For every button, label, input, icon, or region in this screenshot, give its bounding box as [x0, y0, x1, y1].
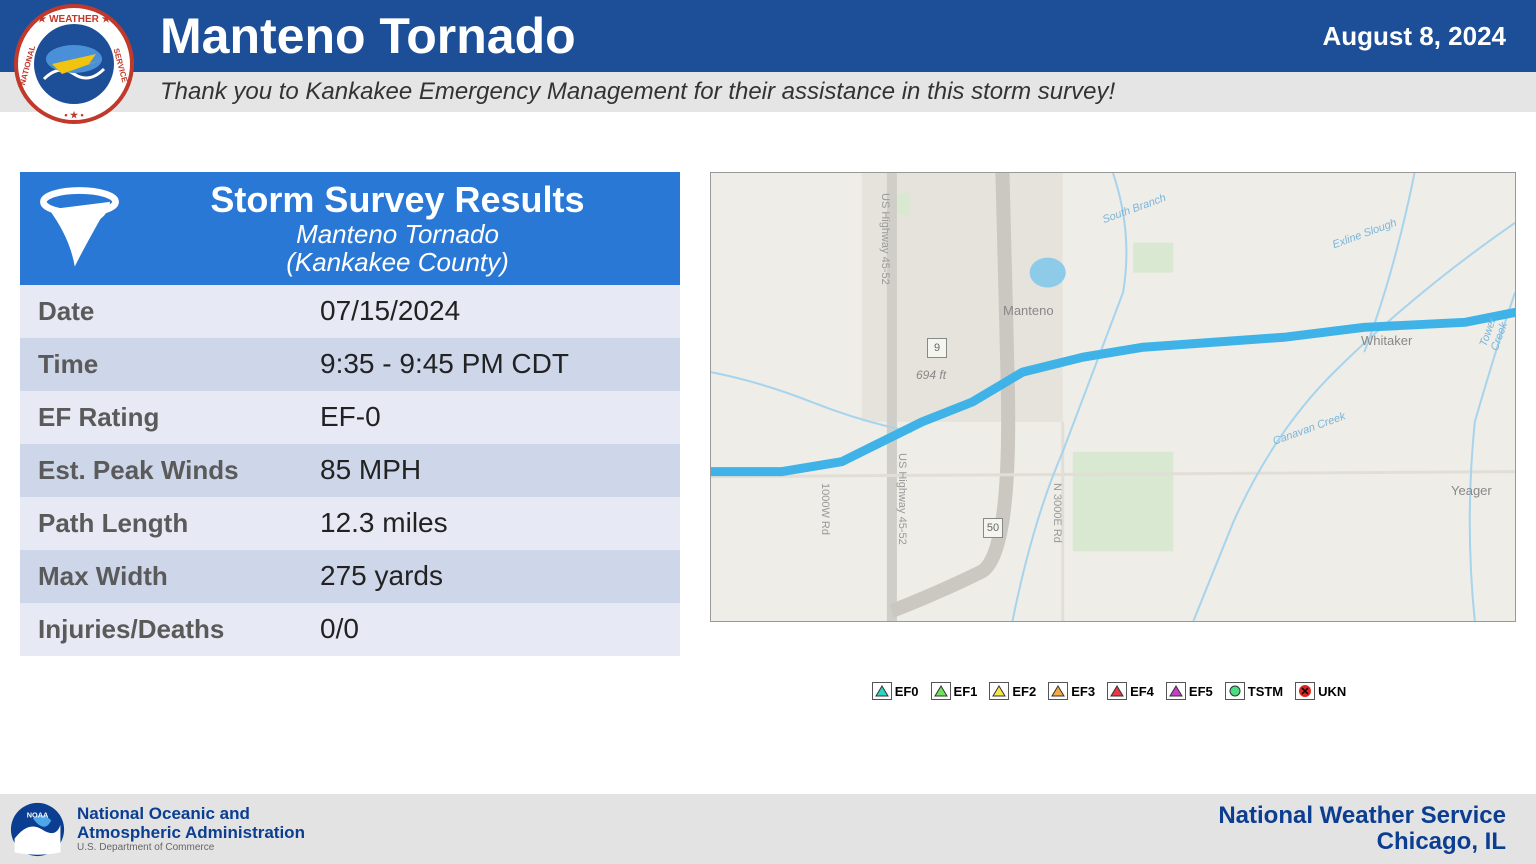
map-road-us45-top: US Highway 45-52 — [879, 193, 891, 285]
noaa-logo: NOAA — [10, 802, 65, 857]
row-label: Path Length — [20, 508, 310, 539]
svg-text:NOAA: NOAA — [27, 810, 49, 819]
table-row: Time9:35 - 9:45 PM CDT — [20, 338, 680, 391]
report-date: August 8, 2024 — [1322, 21, 1506, 52]
subtitle-bar: Thank you to Kankakee Emergency Manageme… — [0, 72, 1536, 112]
table-row: Est. Peak Winds85 MPH — [20, 444, 680, 497]
row-value: 85 MPH — [310, 454, 421, 486]
legend-item: EF3 — [1048, 682, 1095, 700]
row-value: 12.3 miles — [310, 507, 448, 539]
legend-item: EF5 — [1166, 682, 1213, 700]
row-label: Max Width — [20, 561, 310, 592]
subtitle-text: Thank you to Kankakee Emergency Manageme… — [160, 78, 1115, 106]
legend-swatch — [989, 682, 1009, 700]
row-label: Time — [20, 349, 310, 380]
table-row: Max Width275 yards — [20, 550, 680, 603]
row-value: 0/0 — [310, 613, 359, 645]
legend-swatch — [1166, 682, 1186, 700]
survey-subtitle-2: (Kankakee County) — [127, 248, 668, 277]
legend-item: TSTM — [1225, 682, 1283, 700]
legend-label: EF5 — [1189, 684, 1213, 699]
row-label: Est. Peak Winds — [20, 455, 310, 486]
row-value: 9:35 - 9:45 PM CDT — [310, 348, 569, 380]
legend-item: UKN — [1295, 682, 1346, 700]
svg-text:• ★ •: • ★ • — [64, 110, 83, 120]
footer: NOAA National Oceanic and Atmospheric Ad… — [0, 794, 1536, 864]
legend-label: TSTM — [1248, 684, 1283, 699]
storm-survey-table: Storm Survey Results Manteno Tornado (Ka… — [20, 172, 680, 700]
footer-noaa-line3: U.S. Department of Commerce — [77, 842, 305, 853]
legend-label: EF3 — [1071, 684, 1095, 699]
footer-noaa-line2: Atmospheric Administration — [77, 824, 305, 843]
row-label: Date — [20, 296, 310, 327]
legend-label: EF0 — [895, 684, 919, 699]
legend-item: EF0 — [872, 682, 919, 700]
row-label: EF Rating — [20, 402, 310, 433]
legend-item: EF2 — [989, 682, 1036, 700]
row-value: 07/15/2024 — [310, 295, 460, 327]
row-label: Injuries/Deaths — [20, 614, 310, 645]
map-road-1000w: 1000W Rd — [819, 483, 831, 535]
map-road-us45-bot: US Highway 45-52 — [896, 453, 908, 545]
table-row: EF RatingEF-0 — [20, 391, 680, 444]
map-road-3000e: N 3000E Rd — [1051, 483, 1063, 543]
row-value: 275 yards — [310, 560, 443, 592]
legend-label: EF2 — [1012, 684, 1036, 699]
map-shield-9: 9 — [927, 338, 947, 358]
tornado-path-map: Manteno Whitaker Yeager 694 ft US Highwa… — [710, 172, 1516, 622]
survey-title: Storm Survey Results — [127, 180, 668, 220]
map-label-whitaker: Whitaker — [1361, 333, 1412, 348]
survey-header: Storm Survey Results Manteno Tornado (Ka… — [20, 172, 680, 285]
footer-nws-line1: National Weather Service — [1218, 803, 1506, 829]
legend-item: EF4 — [1107, 682, 1154, 700]
survey-subtitle-1: Manteno Tornado — [127, 220, 668, 249]
legend-swatch — [1295, 682, 1315, 700]
legend-swatch — [1048, 682, 1068, 700]
svg-text:★ WEATHER ★: ★ WEATHER ★ — [37, 14, 110, 25]
header-bar: Manteno Tornado August 8, 2024 — [0, 0, 1536, 72]
page-title: Manteno Tornado — [160, 7, 576, 65]
legend-swatch — [1107, 682, 1127, 700]
legend-label: EF4 — [1130, 684, 1154, 699]
table-row: Path Length12.3 miles — [20, 497, 680, 550]
legend-label: UKN — [1318, 684, 1346, 699]
row-value: EF-0 — [310, 401, 381, 433]
nws-logo: ★ WEATHER ★ • ★ • NATIONAL SERVICE — [14, 4, 134, 124]
map-label-elev: 694 ft — [916, 368, 946, 382]
footer-noaa-line1: National Oceanic and — [77, 805, 305, 824]
table-row: Injuries/Deaths0/0 — [20, 603, 680, 656]
map-label-manteno: Manteno — [1003, 303, 1054, 318]
table-row: Date07/15/2024 — [20, 285, 680, 338]
legend-swatch — [872, 682, 892, 700]
legend-label: EF1 — [954, 684, 978, 699]
footer-nws-line2: Chicago, IL — [1218, 829, 1506, 855]
map-label-yeager: Yeager — [1451, 483, 1492, 498]
tornado-icon — [32, 181, 127, 276]
map-shield-50: 50 — [983, 518, 1003, 538]
legend-swatch — [931, 682, 951, 700]
legend-item: EF1 — [931, 682, 978, 700]
legend-swatch — [1225, 682, 1245, 700]
ef-scale-legend: EF0 EF1 EF2 EF3 EF4 EF5 TSTM UKN — [710, 682, 1516, 700]
